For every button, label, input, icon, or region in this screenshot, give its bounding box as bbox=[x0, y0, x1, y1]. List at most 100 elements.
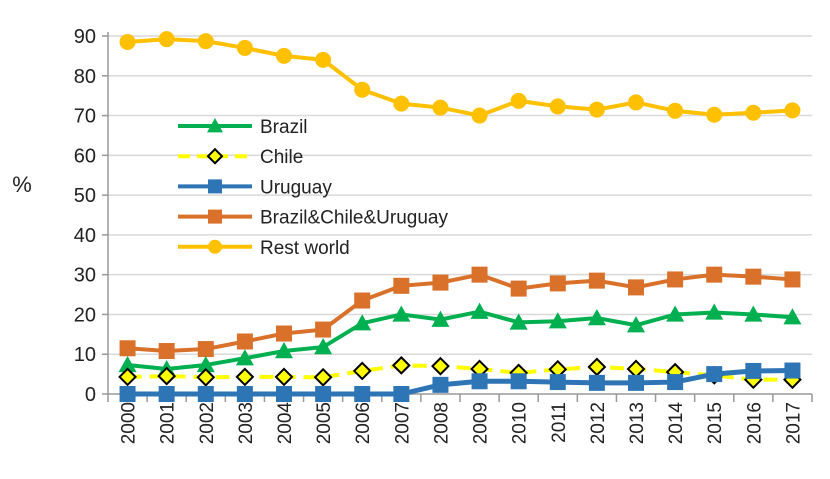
square-marker bbox=[510, 373, 527, 390]
square-marker bbox=[628, 374, 644, 391]
y-tick-label: 0 bbox=[85, 384, 96, 406]
square-marker bbox=[628, 279, 644, 296]
triangle-marker bbox=[509, 313, 528, 330]
square-marker bbox=[315, 386, 332, 402]
diamond-marker bbox=[587, 357, 607, 377]
legend-label: Rest world bbox=[260, 238, 350, 259]
x-tick-label: 2010 bbox=[510, 402, 531, 444]
series-uruguay bbox=[119, 362, 801, 402]
square-marker bbox=[667, 374, 684, 391]
x-tick-label: 2017 bbox=[783, 402, 804, 444]
square-marker bbox=[706, 366, 723, 383]
legend-label: Brazil&Chile&Uruguay bbox=[260, 208, 448, 229]
y-tick-label: 50 bbox=[74, 185, 96, 207]
diamond-marker bbox=[206, 147, 224, 165]
y-axis-label: % bbox=[12, 172, 32, 197]
diamond-marker bbox=[196, 367, 216, 387]
circle-marker bbox=[667, 102, 684, 119]
y-tick-label: 30 bbox=[74, 265, 96, 287]
square-marker bbox=[208, 209, 222, 224]
circle-marker bbox=[236, 39, 253, 56]
square-marker bbox=[510, 280, 527, 297]
legend-item: Uruguay bbox=[178, 177, 332, 198]
square-marker bbox=[745, 268, 762, 285]
triangle-marker bbox=[196, 355, 215, 373]
x-tick-label: 2004 bbox=[275, 402, 296, 445]
x-tick-label: 2016 bbox=[744, 402, 765, 444]
diamond-marker bbox=[313, 367, 333, 387]
square-marker bbox=[667, 271, 684, 288]
square-marker bbox=[471, 266, 488, 283]
circle-marker bbox=[158, 31, 175, 48]
x-tick-label: 2015 bbox=[705, 402, 726, 444]
square-marker bbox=[745, 362, 762, 379]
diamond-marker bbox=[352, 361, 372, 381]
square-marker bbox=[276, 325, 292, 342]
diamond-marker bbox=[118, 367, 137, 387]
square-marker bbox=[432, 376, 449, 393]
square-marker bbox=[119, 386, 136, 402]
triangle-marker bbox=[118, 355, 137, 373]
square-marker bbox=[119, 340, 136, 357]
legend-label: Chile bbox=[260, 147, 303, 168]
square-marker bbox=[588, 272, 605, 289]
square-marker bbox=[197, 386, 214, 402]
triangle-marker bbox=[353, 314, 372, 331]
triangle-marker bbox=[207, 118, 223, 133]
square-marker bbox=[315, 321, 332, 338]
legend-item: Brazil&Chile&Uruguay bbox=[178, 208, 448, 229]
circle-marker bbox=[784, 102, 801, 119]
triangle-marker bbox=[705, 303, 724, 320]
square-marker bbox=[393, 277, 410, 294]
circle-marker bbox=[471, 107, 488, 124]
x-tick-label: 2006 bbox=[353, 402, 374, 444]
square-marker bbox=[354, 386, 371, 402]
square-marker bbox=[784, 362, 801, 379]
square-marker bbox=[158, 343, 175, 360]
square-marker bbox=[588, 374, 605, 391]
series-line bbox=[127, 368, 793, 397]
y-tick-label: 20 bbox=[74, 304, 96, 326]
x-tick-label: 2005 bbox=[314, 402, 335, 444]
x-tick-label: 2007 bbox=[392, 402, 413, 444]
square-marker bbox=[549, 374, 566, 391]
square-marker bbox=[158, 386, 175, 402]
square-marker bbox=[208, 179, 222, 194]
legend-item: Chile bbox=[178, 147, 303, 168]
square-marker bbox=[432, 274, 449, 291]
circle-marker bbox=[276, 47, 292, 64]
circle-marker bbox=[588, 101, 605, 118]
circle-marker bbox=[706, 106, 723, 123]
square-marker bbox=[236, 333, 253, 350]
triangle-marker bbox=[235, 349, 254, 366]
series-rest-world bbox=[119, 31, 801, 124]
y-tick-label: 40 bbox=[74, 225, 96, 247]
square-marker bbox=[236, 386, 253, 402]
circle-marker bbox=[432, 99, 449, 116]
triangle-marker bbox=[666, 305, 685, 322]
series-brazil-chile-uruguay bbox=[119, 266, 801, 360]
series-line bbox=[127, 309, 793, 371]
y-tick-label: 90 bbox=[74, 26, 96, 48]
triangle-marker bbox=[470, 302, 489, 319]
x-tick-label: 2009 bbox=[471, 402, 492, 444]
x-tick-label: 2008 bbox=[431, 402, 452, 444]
x-tick-label: 2012 bbox=[588, 402, 609, 444]
x-tick-label: 2013 bbox=[627, 402, 648, 444]
diamond-marker bbox=[431, 356, 450, 376]
triangle-marker bbox=[783, 308, 802, 325]
square-marker bbox=[276, 386, 292, 402]
legend-label: Brazil bbox=[260, 117, 308, 138]
circle-marker bbox=[628, 94, 644, 111]
triangle-marker bbox=[627, 316, 645, 333]
y-tick-label: 80 bbox=[74, 66, 96, 88]
diamond-marker bbox=[626, 359, 646, 379]
legend-item: Rest world bbox=[178, 238, 350, 259]
series-line bbox=[127, 37, 793, 118]
y-tick-label: 10 bbox=[74, 344, 96, 366]
circle-marker bbox=[393, 95, 410, 112]
series-brazil bbox=[118, 302, 802, 377]
square-marker bbox=[197, 341, 214, 358]
